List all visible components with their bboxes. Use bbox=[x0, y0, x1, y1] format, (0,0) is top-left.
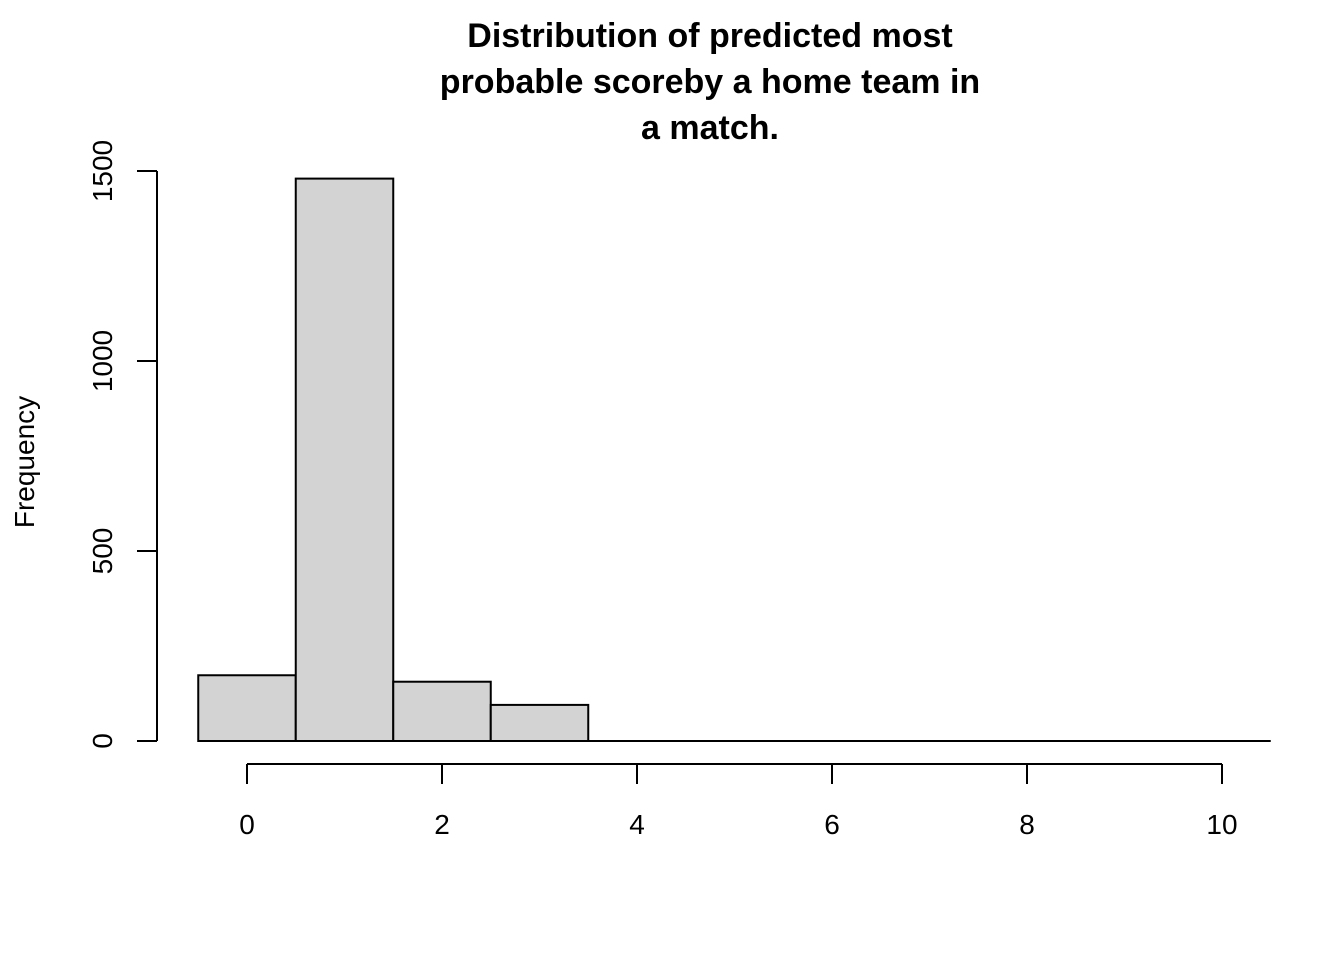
y-tick-label: 1000 bbox=[87, 330, 118, 392]
histogram-bar-2 bbox=[392, 680, 492, 742]
chart-title: Distribution of predicted most probable … bbox=[440, 17, 980, 147]
y-tick-label: 500 bbox=[87, 528, 118, 575]
x-axis: 0 2 4 6 8 10 bbox=[239, 763, 1238, 840]
x-tick-label: 4 bbox=[629, 809, 645, 840]
x-tick-label: 2 bbox=[434, 809, 450, 840]
y-axis-title: Frequency bbox=[9, 396, 40, 528]
x-tick-label: 6 bbox=[824, 809, 840, 840]
histogram-bar-3 bbox=[489, 703, 590, 743]
x-tick-label: 10 bbox=[1206, 809, 1237, 840]
chart-title-line-3: a match. bbox=[641, 109, 779, 147]
y-tick-label: 1500 bbox=[87, 140, 118, 202]
histogram-bar-1 bbox=[294, 177, 395, 743]
y-axis: 0 500 1000 1500 bbox=[87, 140, 158, 749]
y-tick-label: 0 bbox=[87, 733, 118, 749]
histogram-bar-0 bbox=[197, 674, 297, 743]
bars-group bbox=[197, 177, 1271, 743]
chart-title-line-2: probable scoreby a home team in bbox=[440, 63, 980, 101]
chart-title-line-1: Distribution of predicted most bbox=[467, 17, 952, 55]
x-tick-label: 0 bbox=[239, 809, 255, 840]
x-tick-label: 8 bbox=[1019, 809, 1035, 840]
